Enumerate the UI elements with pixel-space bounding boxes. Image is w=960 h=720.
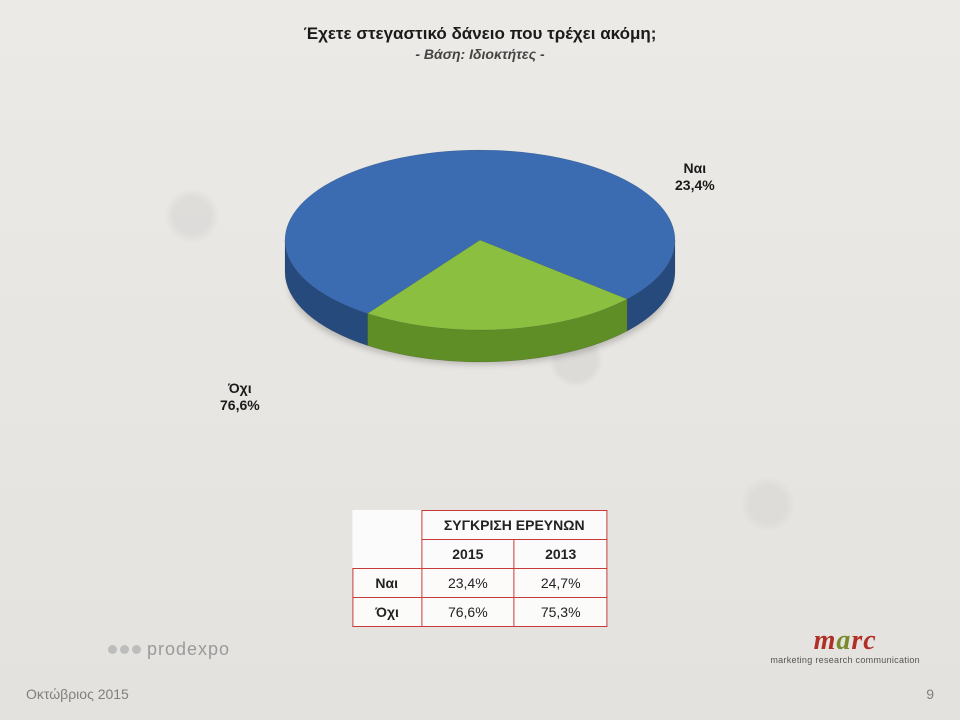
comparison-table: ΣΥΓΚΡΙΣΗ ΕΡΕΥΝΩΝ 2015 2013 Ναι 23,4% 24,… [352,510,607,627]
prodexpo-logo: prodexpo [108,639,230,660]
pie-label-yes: Ναι23,4% [675,160,715,194]
prodexpo-dots-icon [108,645,141,654]
pie-labels: Ναι23,4%Όχι76,6% [250,130,710,410]
footer-date: Οκτώβριος 2015 [26,686,129,702]
table-row: Ναι 23,4% 24,7% [353,569,607,598]
page-number: 9 [926,686,934,702]
pie-label-no: Όχι76,6% [220,380,260,414]
cell: 75,3% [514,598,607,627]
cell: 23,4% [421,569,514,598]
table-corner [353,540,422,569]
slide-title: Έχετε στεγαστικό δάνειο που τρέχει ακόμη… [0,24,960,44]
table-row: Όχι 76,6% 75,3% [353,598,607,627]
col-2015: 2015 [421,540,514,569]
prodexpo-text: prodexpo [147,639,230,660]
row-label-no: Όχι [353,598,422,627]
pie-chart: Ναι23,4%Όχι76,6% [250,130,710,410]
comparison-title: ΣΥΓΚΡΙΣΗ ΕΡΕΥΝΩΝ [421,511,607,540]
cell: 76,6% [421,598,514,627]
table-corner [353,511,422,540]
marc-logo: marc marketing research communication [770,627,920,665]
row-label-yes: Ναι [353,569,422,598]
slide: Έχετε στεγαστικό δάνειο που τρέχει ακόμη… [0,0,960,720]
cell: 24,7% [514,569,607,598]
col-2013: 2013 [514,540,607,569]
title-block: Έχετε στεγαστικό δάνειο που τρέχει ακόμη… [0,24,960,62]
marc-brand: marc [770,627,920,655]
marc-tag: marketing research communication [770,655,920,665]
slide-subtitle: - Βάση: Ιδιοκτήτες - [0,46,960,62]
